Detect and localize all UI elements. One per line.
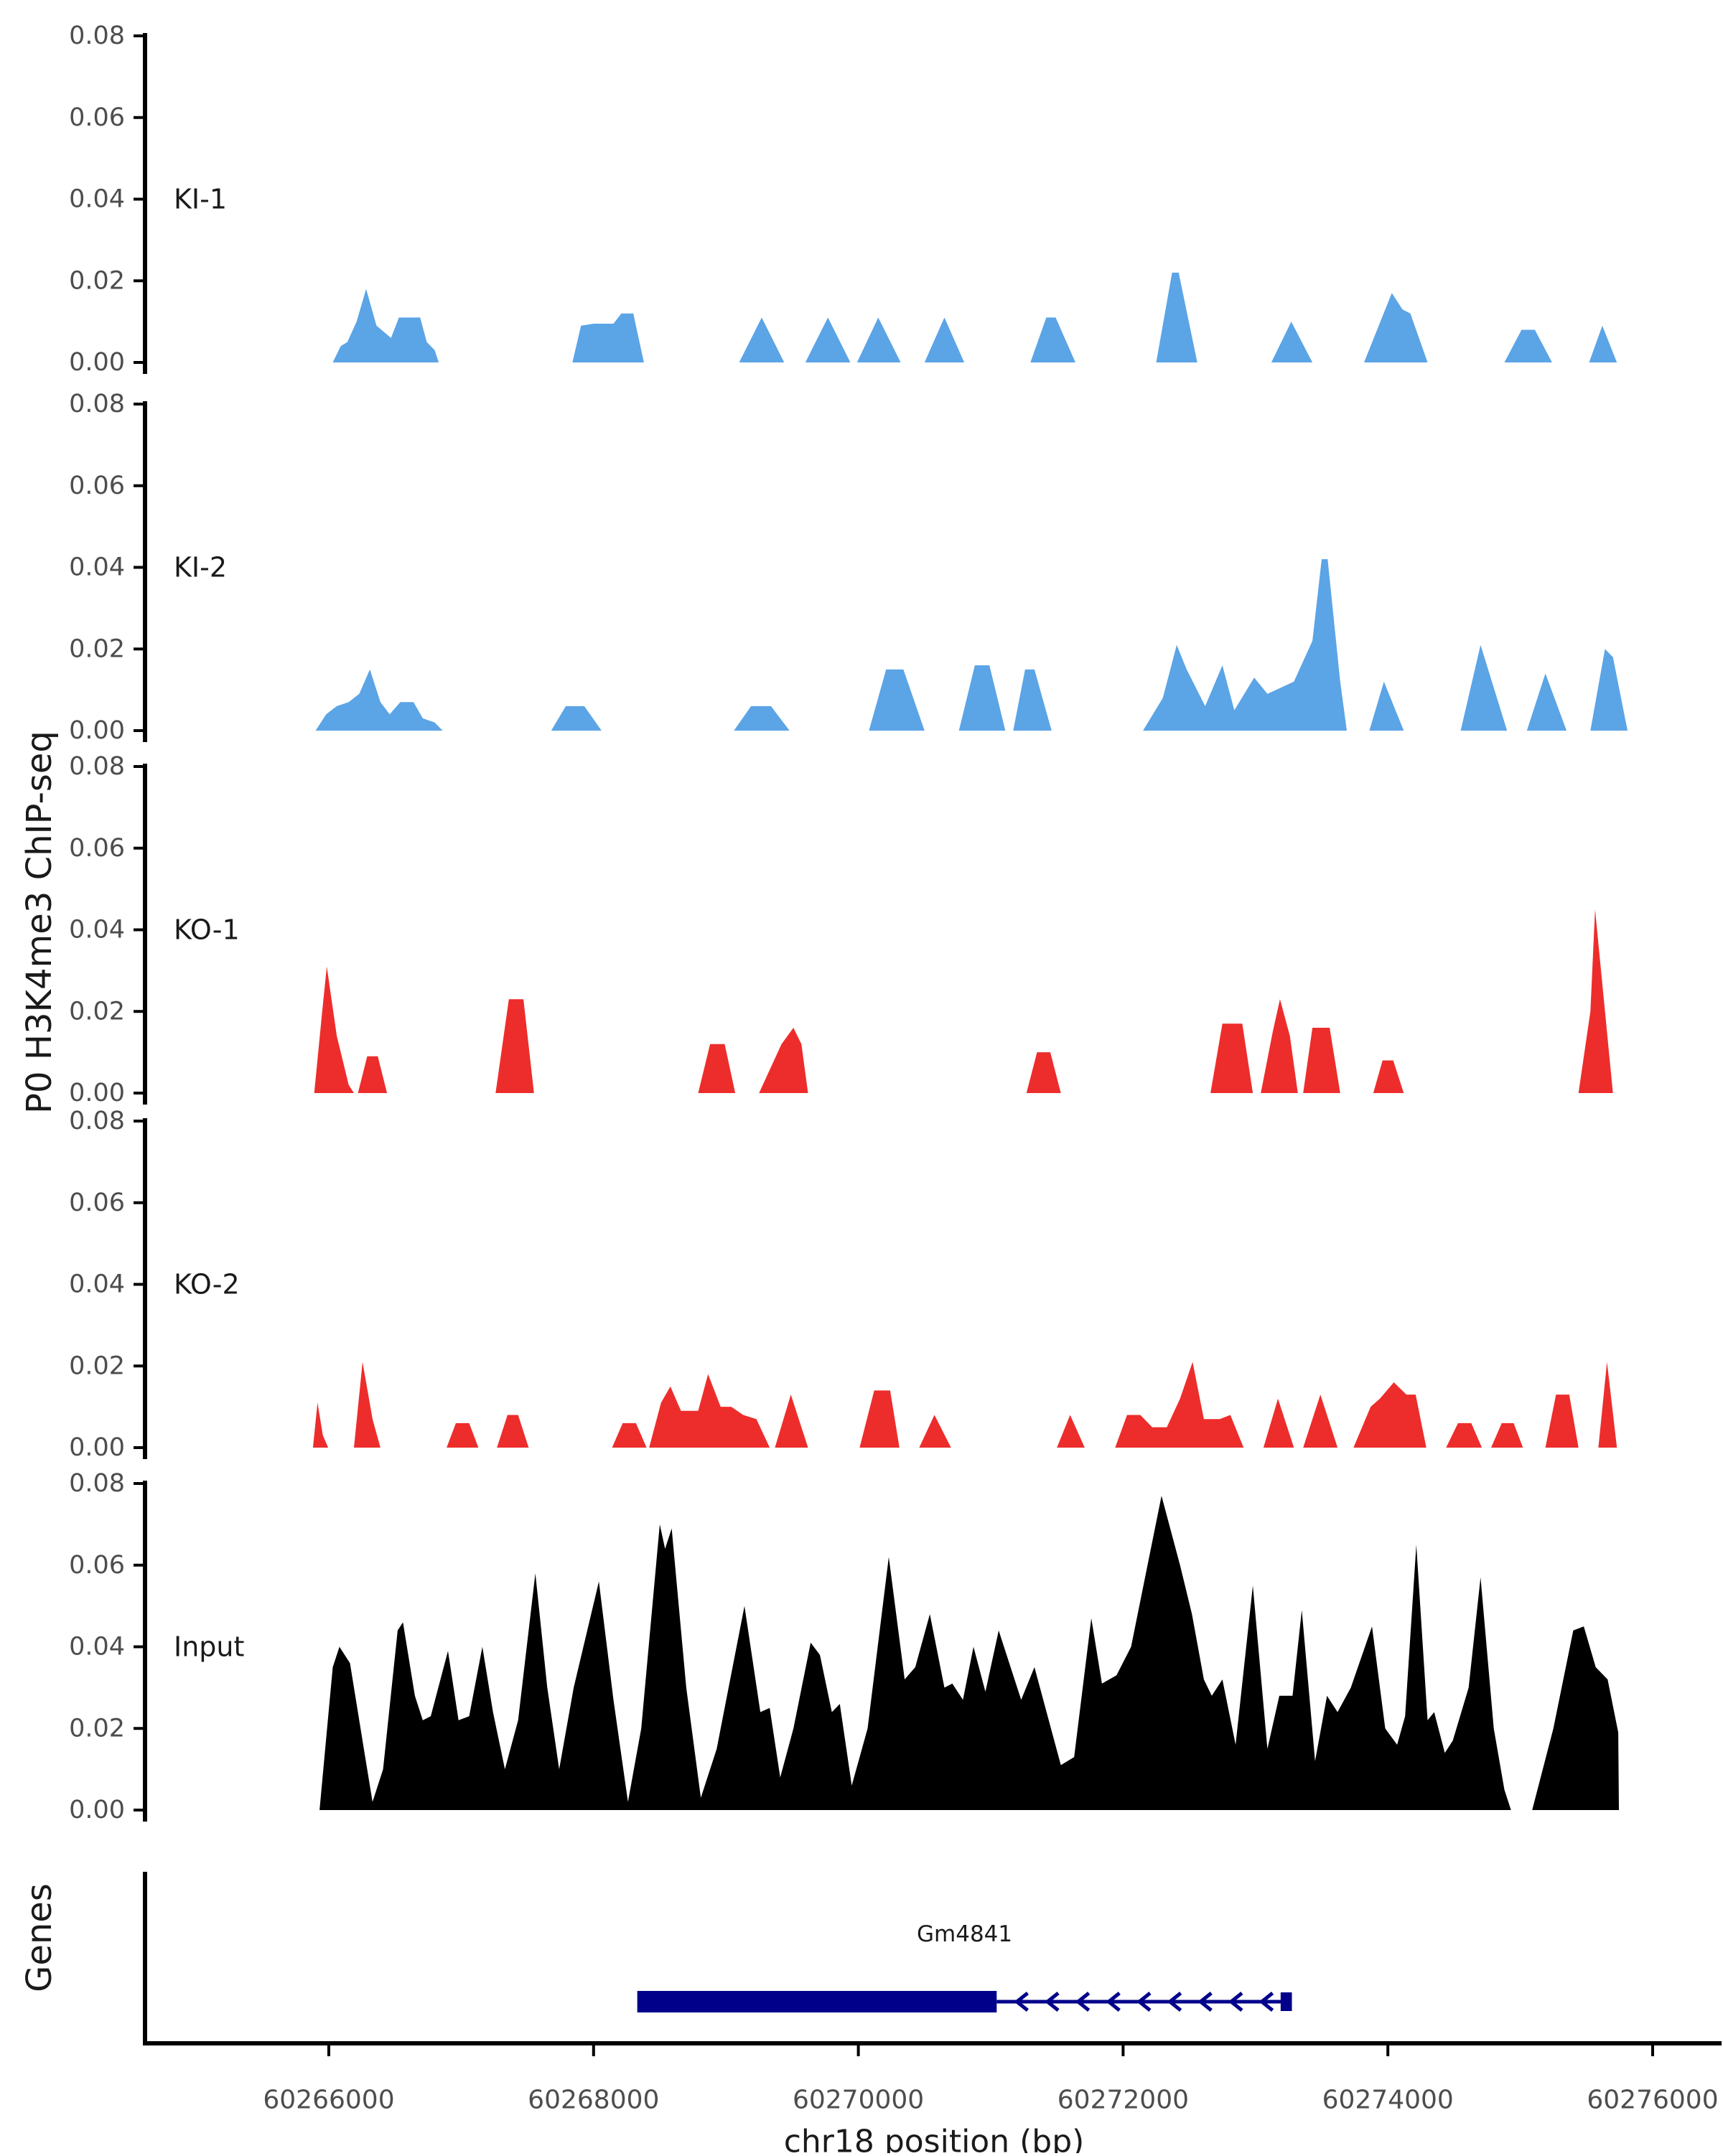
coverage-area-ki-1 [332, 272, 1617, 362]
x-tick-label: 60272000 [1057, 2086, 1189, 2115]
y-tick-label: 0.04 [69, 185, 125, 214]
strand-arrow-icon [1045, 1992, 1060, 2012]
strand-arrow-icon [1106, 1992, 1121, 2012]
y-tick-label: 0.08 [69, 752, 125, 781]
coverage-area-ko-1 [314, 909, 1613, 1093]
y-tick-label: 0.08 [69, 22, 125, 50]
y-tick-label: 0.06 [69, 1551, 125, 1580]
y-tick-label: 0.08 [69, 1107, 125, 1135]
y-tick-label: 0.04 [69, 553, 125, 582]
y-tick-label: 0.06 [69, 103, 125, 132]
track-label-input: Input [174, 1631, 244, 1663]
y-tick-label: 0.06 [69, 834, 125, 863]
x-tick-label: 60268000 [528, 2086, 659, 2115]
y-tick-label: 0.00 [69, 1079, 125, 1107]
x-tick-label: 60266000 [263, 2086, 394, 2115]
strand-arrow-icon [1075, 1992, 1091, 2012]
coverage-area-ki-2 [315, 559, 1628, 731]
y-axis-title: P0 H3K4me3 ChIP-seq [19, 731, 60, 1114]
y-tick-label: 0.02 [69, 1714, 125, 1743]
strand-arrow-icon [1167, 1992, 1182, 2012]
gene-exon-box [637, 1991, 997, 2012]
x-tick-label: 60270000 [793, 2086, 924, 2115]
coverage-area-ko-2 [312, 1361, 1617, 1448]
y-tick-label: 0.06 [69, 472, 125, 500]
coverage-area-input [319, 1496, 1620, 1810]
y-tick-label: 0.00 [69, 1433, 125, 1462]
y-tick-label: 0.00 [69, 1796, 125, 1824]
track-label-ki-1: KI-1 [174, 184, 227, 215]
y-tick-label: 0.04 [69, 916, 125, 945]
y-tick-label: 0.02 [69, 266, 125, 295]
y-tick-label: 0.00 [69, 348, 125, 377]
y-tick-label: 0.04 [69, 1270, 125, 1299]
y-tick-label: 0.08 [69, 390, 125, 418]
strand-arrow-icon [1136, 1992, 1152, 2012]
gene-terminal-box [1280, 1992, 1292, 2011]
x-tick-label: 60276000 [1587, 2086, 1718, 2115]
y-tick-label: 0.02 [69, 1351, 125, 1380]
strand-arrow-icon [1014, 1992, 1029, 2012]
x-axis-title: chr18 position (bp) [784, 2124, 1085, 2154]
strand-arrow-icon [1197, 1992, 1213, 2012]
y-tick-label: 0.00 [69, 716, 125, 745]
y-tick-label: 0.06 [69, 1189, 125, 1217]
strand-arrow-icon [1228, 1992, 1243, 2012]
y-tick-label: 0.02 [69, 997, 125, 1026]
genes-panel-label: Genes [19, 1883, 60, 1992]
y-tick-label: 0.02 [69, 634, 125, 663]
gene-name-label: Gm4841 [917, 1921, 1012, 1947]
x-tick-label: 60274000 [1322, 2086, 1454, 2115]
track-label-ko-2: KO-2 [174, 1269, 240, 1300]
track-label-ki-2: KI-2 [174, 552, 227, 583]
track-label-ko-1: KO-1 [174, 914, 240, 946]
y-tick-label: 0.04 [69, 1633, 125, 1661]
y-tick-label: 0.08 [69, 1469, 125, 1498]
strand-arrow-icon [1259, 1992, 1274, 2012]
